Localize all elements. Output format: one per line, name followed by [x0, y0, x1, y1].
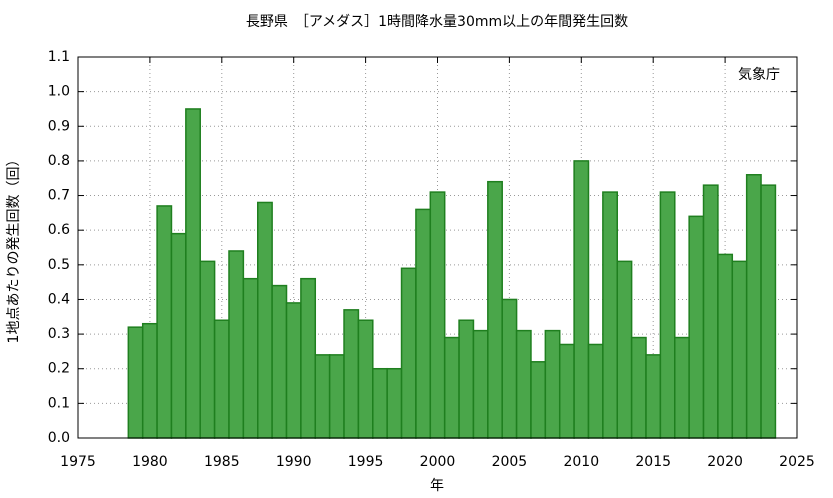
bar	[760, 184, 777, 439]
bar	[544, 329, 561, 439]
bar	[745, 174, 762, 439]
bar	[659, 191, 676, 439]
bar	[314, 354, 331, 439]
bar	[458, 319, 475, 439]
bar	[616, 260, 633, 439]
bar	[328, 354, 345, 439]
bar	[127, 326, 144, 439]
y-tick-label: 1.1	[48, 49, 70, 65]
y-tick-label: 0.6	[48, 222, 70, 238]
bar	[156, 205, 173, 439]
bar	[228, 250, 245, 439]
x-tick-label: 2010	[563, 454, 599, 470]
bar	[357, 319, 374, 439]
bar	[487, 180, 503, 439]
y-tick-label: 0.0	[48, 430, 70, 446]
bar	[213, 319, 230, 439]
y-tick-label: 0.1	[48, 395, 70, 411]
bar	[170, 232, 187, 439]
y-tick-label: 0.2	[48, 361, 70, 377]
x-tick-label: 1980	[132, 454, 168, 470]
bar	[731, 260, 748, 439]
bar	[285, 302, 302, 439]
x-tick-label: 1990	[276, 454, 312, 470]
bar	[674, 336, 690, 439]
bar	[602, 191, 618, 439]
bar	[587, 343, 604, 439]
y-tick-label: 0.7	[48, 188, 70, 204]
x-tick-label: 2025	[779, 454, 815, 470]
bar	[372, 367, 388, 439]
y-tick-label: 0.5	[48, 257, 70, 273]
bar	[415, 208, 432, 439]
bar	[515, 329, 532, 439]
bar	[242, 277, 259, 439]
bar	[386, 367, 403, 439]
bar	[573, 160, 590, 439]
y-tick-label: 0.8	[48, 153, 70, 169]
y-tick-label: 0.9	[48, 118, 70, 134]
bar	[558, 343, 575, 439]
bar	[429, 191, 446, 439]
x-tick-label: 2020	[707, 454, 743, 470]
y-tick-label: 0.4	[48, 291, 70, 307]
bar	[141, 322, 158, 439]
bar	[717, 253, 734, 439]
bar	[630, 336, 647, 439]
plot-frame	[77, 56, 798, 439]
x-tick-label: 1995	[348, 454, 384, 470]
bar	[501, 298, 518, 439]
bar	[185, 108, 201, 439]
y-axis-label: 1地点あたりの発生回数（回）	[6, 153, 22, 344]
x-axis-label: 年	[430, 478, 444, 494]
bar	[645, 354, 662, 439]
bar	[199, 260, 216, 439]
annotation: 気象庁	[738, 67, 780, 83]
x-tick-label: 2015	[635, 454, 671, 470]
x-tick-label: 1985	[204, 454, 240, 470]
bar	[688, 215, 705, 439]
bar	[300, 277, 317, 439]
y-tick-label: 0.3	[48, 326, 70, 342]
bar	[530, 361, 547, 439]
bar	[271, 284, 288, 439]
bar	[443, 336, 460, 439]
bar	[257, 201, 273, 439]
x-tick-label: 2005	[492, 454, 528, 470]
chart-title: 長野県 ［アメダス］1時間降水量30mm以上の年間発生回数	[246, 14, 628, 30]
bar	[343, 309, 360, 439]
bar	[472, 329, 489, 439]
x-tick-label: 1975	[60, 454, 96, 470]
x-tick-label: 2000	[420, 454, 456, 470]
bar	[702, 184, 719, 439]
y-tick-label: 1.0	[48, 84, 70, 100]
bar	[400, 267, 417, 439]
